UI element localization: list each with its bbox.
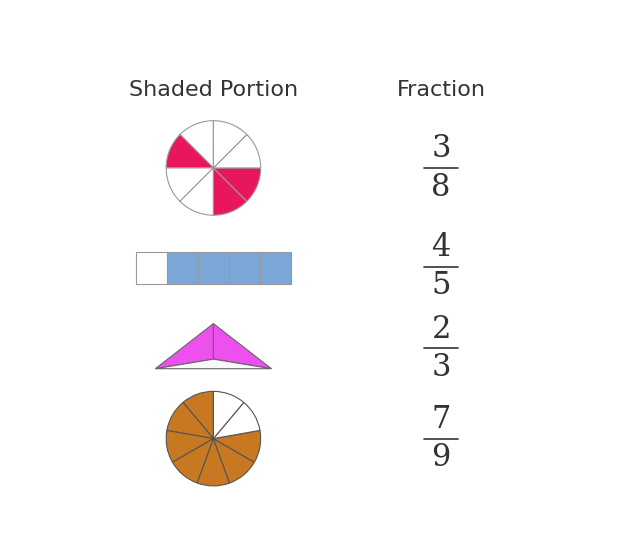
Text: 3: 3 (431, 352, 451, 383)
Text: 2: 2 (431, 314, 451, 345)
Wedge shape (213, 168, 260, 201)
Text: 9: 9 (431, 442, 451, 473)
Text: 7: 7 (431, 404, 451, 435)
Text: 8: 8 (431, 171, 451, 203)
Text: 3: 3 (431, 133, 451, 164)
Bar (229, 252, 260, 284)
Wedge shape (166, 168, 213, 201)
Wedge shape (213, 402, 260, 439)
Polygon shape (155, 359, 272, 369)
Text: Shaded Portion: Shaded Portion (129, 80, 298, 100)
Bar (167, 252, 198, 284)
Text: Fraction: Fraction (397, 80, 486, 100)
Wedge shape (173, 439, 213, 483)
Wedge shape (213, 168, 247, 215)
Wedge shape (166, 430, 213, 462)
Bar (260, 252, 290, 284)
Bar (136, 252, 167, 284)
Bar (198, 252, 229, 284)
Wedge shape (213, 391, 244, 439)
Polygon shape (213, 324, 272, 369)
Wedge shape (183, 391, 213, 439)
Wedge shape (197, 439, 230, 486)
Wedge shape (213, 439, 254, 483)
Wedge shape (213, 121, 247, 168)
Wedge shape (166, 134, 213, 168)
Wedge shape (213, 430, 260, 462)
Wedge shape (213, 134, 260, 168)
Wedge shape (167, 402, 213, 439)
Wedge shape (180, 121, 213, 168)
Text: 4: 4 (431, 232, 451, 263)
Polygon shape (155, 324, 213, 369)
Wedge shape (180, 168, 213, 215)
Text: 5: 5 (431, 271, 451, 301)
